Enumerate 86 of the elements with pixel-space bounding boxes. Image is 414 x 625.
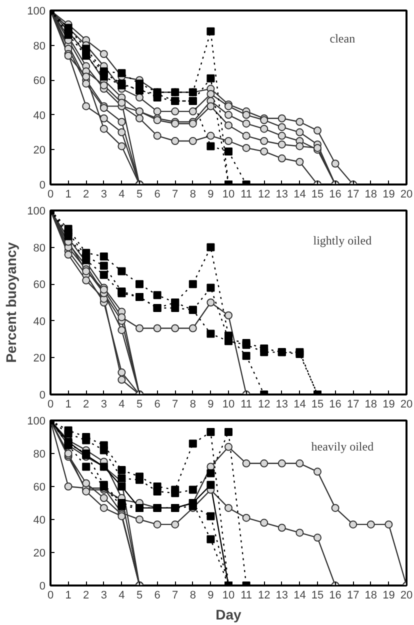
y-tick-label: 40 xyxy=(33,316,46,328)
x-tick-label: 3 xyxy=(100,398,107,410)
y-tick-label: 80 xyxy=(33,242,46,254)
y-tick-label: 60 xyxy=(33,482,46,494)
y-tick-label: 100 xyxy=(27,206,46,218)
x-tick-label: 7 xyxy=(172,398,178,410)
x-tick-label: 7 xyxy=(172,188,178,200)
x-tick-label: 13 xyxy=(276,398,288,410)
x-tick-label: 15 xyxy=(311,590,324,602)
x-tick-label: 9 xyxy=(208,590,214,602)
x-tick-label: 16 xyxy=(329,590,342,602)
x-tick-label: 2 xyxy=(83,398,90,410)
x-tick-label: 5 xyxy=(136,188,143,200)
x-tick-label: 8 xyxy=(190,590,196,602)
x-tick-label: 0 xyxy=(47,398,54,410)
x-tick-label: 20 xyxy=(400,398,413,410)
y-tick-label: 0 xyxy=(39,180,46,192)
x-tick-label: 17 xyxy=(346,188,360,200)
annotation: heavily oiled xyxy=(311,440,374,454)
x-tick-label: 4 xyxy=(118,188,125,200)
y-tick-label: 40 xyxy=(33,514,46,526)
x-tick-label: 10 xyxy=(222,188,235,200)
x-tick-label: 19 xyxy=(382,590,395,602)
y-axis-title: Percent buoyancy xyxy=(3,242,20,363)
x-tick-label: 6 xyxy=(154,188,160,200)
x-tick-label: 17 xyxy=(346,398,360,410)
x-tick-label: 0 xyxy=(47,188,54,200)
y-tick-label: 20 xyxy=(33,548,46,560)
x-tick-label: 1 xyxy=(65,398,72,410)
x-tick-label: 14 xyxy=(294,398,306,410)
x-tick-label: 3 xyxy=(100,188,107,200)
x-tick-label: 7 xyxy=(172,590,178,602)
x-tick-label: 1 xyxy=(65,590,72,602)
x-tick-label: 5 xyxy=(136,398,143,410)
y-tick-label: 0 xyxy=(39,580,46,592)
x-axis-title: Day xyxy=(216,606,242,622)
x-tick-label: 8 xyxy=(190,398,196,410)
x-tick-label: 6 xyxy=(154,590,160,602)
y-tick-label: 80 xyxy=(33,40,46,52)
x-tick-label: 19 xyxy=(382,188,395,200)
x-tick-label: 2 xyxy=(83,188,90,200)
annotation: clean xyxy=(330,31,356,46)
x-tick-label: 15 xyxy=(311,398,324,410)
x-tick-label: 4 xyxy=(118,590,125,602)
y-tick-label: 100 xyxy=(27,416,46,428)
x-tick-label: 13 xyxy=(276,590,288,602)
x-tick-label: 13 xyxy=(276,188,288,200)
y-tick-label: 20 xyxy=(33,144,46,157)
x-tick-label: 20 xyxy=(400,188,413,200)
x-tick-label: 1 xyxy=(65,188,72,200)
x-tick-label: 11 xyxy=(240,398,252,410)
x-tick-label: 3 xyxy=(100,590,107,602)
x-tick-label: 4 xyxy=(118,398,125,410)
x-tick-label: 16 xyxy=(329,398,342,410)
x-tick-label: 19 xyxy=(382,398,395,410)
x-tick-label: 14 xyxy=(294,188,306,200)
x-tick-label: 6 xyxy=(154,398,160,410)
x-tick-label: 18 xyxy=(364,590,378,602)
x-tick-label: 8 xyxy=(190,188,196,200)
y-tick-label: 100 xyxy=(27,6,46,18)
x-tick-label: 15 xyxy=(311,188,324,200)
y-tick-label: 0 xyxy=(39,390,46,402)
y-tick-label: 20 xyxy=(33,352,46,365)
x-tick-label: 10 xyxy=(222,590,235,602)
x-tick-label: 9 xyxy=(208,188,214,200)
x-tick-label: 2 xyxy=(83,590,90,602)
x-tick-label: 12 xyxy=(258,590,270,602)
y-tick-label: 40 xyxy=(33,110,46,122)
x-tick-label: 17 xyxy=(346,590,360,602)
y-tick-label: 60 xyxy=(33,279,46,292)
x-tick-label: 12 xyxy=(258,188,270,200)
x-tick-label: 12 xyxy=(258,398,270,410)
x-tick-label: 11 xyxy=(240,590,252,602)
x-tick-label: 18 xyxy=(364,188,378,200)
x-tick-label: 5 xyxy=(136,590,143,602)
y-tick-label: 60 xyxy=(33,75,46,88)
x-tick-label: 20 xyxy=(400,590,413,602)
x-tick-label: 0 xyxy=(47,590,54,602)
x-tick-label: 14 xyxy=(294,590,306,602)
x-tick-label: 10 xyxy=(222,398,235,410)
x-tick-label: 11 xyxy=(240,188,252,200)
x-tick-label: 9 xyxy=(208,398,214,410)
x-tick-label: 18 xyxy=(364,398,378,410)
x-tick-label: 16 xyxy=(329,188,342,200)
annotation: lightly oiled xyxy=(313,233,372,248)
y-tick-label: 80 xyxy=(33,448,46,460)
